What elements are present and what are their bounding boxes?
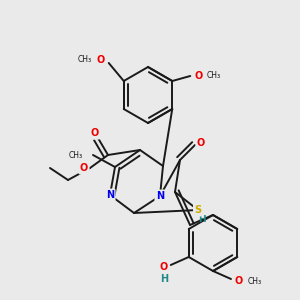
Text: H: H: [160, 274, 168, 284]
Text: O: O: [194, 71, 202, 81]
Text: O: O: [91, 128, 99, 138]
Text: CH₃: CH₃: [206, 71, 220, 80]
Text: H: H: [198, 215, 206, 224]
Text: O: O: [160, 262, 168, 272]
Text: O: O: [97, 55, 105, 65]
Text: S: S: [194, 205, 202, 215]
Text: N: N: [106, 190, 114, 200]
Text: CH₃: CH₃: [248, 277, 262, 286]
Text: O: O: [197, 138, 205, 148]
Text: CH₃: CH₃: [69, 151, 83, 160]
Text: N: N: [156, 191, 164, 201]
Text: O: O: [80, 163, 88, 173]
Text: O: O: [235, 276, 243, 286]
Text: CH₃: CH₃: [78, 56, 92, 64]
